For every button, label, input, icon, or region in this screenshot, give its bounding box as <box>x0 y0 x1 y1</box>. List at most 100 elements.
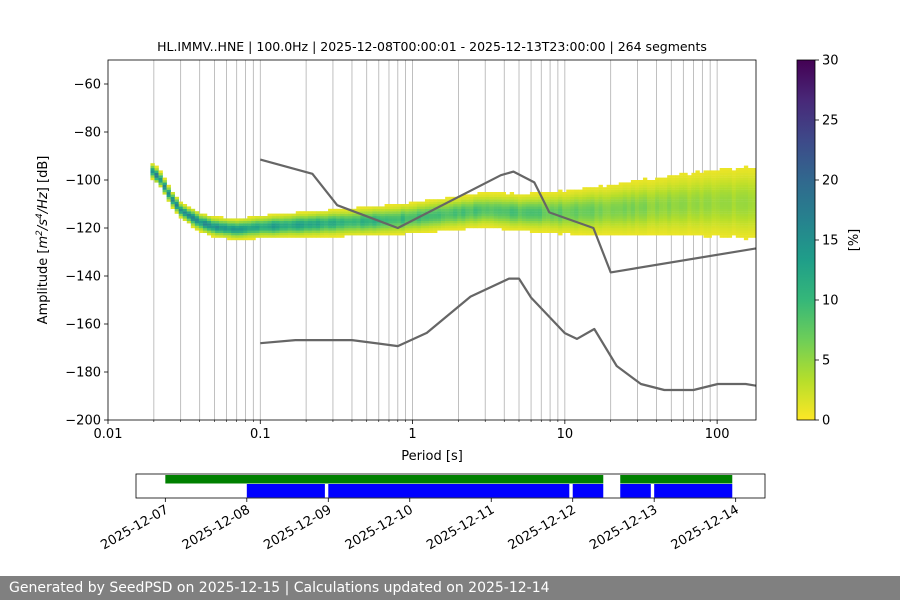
heatmap-cell <box>400 230 406 233</box>
heatmap-cell <box>453 206 458 209</box>
heatmap-cell <box>521 228 527 231</box>
heatmap-cell <box>348 216 353 219</box>
heatmap-cell <box>739 213 745 217</box>
heatmap-cell <box>501 228 507 231</box>
heatmap-cell <box>642 223 648 226</box>
heatmap-cell <box>538 211 543 214</box>
heatmap-cell <box>505 196 511 200</box>
heatmap-cell <box>489 199 494 202</box>
heatmap-cell <box>655 199 660 202</box>
heatmap-cell <box>493 218 498 221</box>
heatmap-cell <box>582 199 587 202</box>
heatmap-cell <box>279 230 284 233</box>
heatmap-cell <box>743 237 749 241</box>
heatmap-cell <box>618 213 624 217</box>
heatmap-cell <box>489 211 494 214</box>
heatmap-cell <box>400 218 406 221</box>
heatmap-cell <box>719 213 725 217</box>
heatmap-cell <box>211 216 216 219</box>
heatmap-cell <box>699 175 704 178</box>
heatmap-cell <box>251 225 256 229</box>
heatmap-cell <box>206 228 212 231</box>
heatmap-cell <box>328 211 333 214</box>
heatmap-cell <box>441 201 446 205</box>
heatmap-cell <box>457 201 462 205</box>
heatmap-cell <box>336 211 341 214</box>
heatmap-cell <box>493 196 498 200</box>
heatmap-cell <box>707 180 712 183</box>
heatmap-cell <box>691 180 696 183</box>
heatmap-cell <box>356 223 361 226</box>
heatmap-cell <box>271 216 276 219</box>
heatmap-cell <box>642 213 648 217</box>
heatmap-cell <box>315 235 321 238</box>
heatmap-cell <box>743 235 749 238</box>
heatmap-cell <box>711 177 716 181</box>
heatmap-cell <box>731 170 737 173</box>
heatmap-cell <box>731 211 737 214</box>
heatmap-cell <box>420 218 426 221</box>
heatmap-cell <box>614 216 620 219</box>
heatmap-cell <box>671 199 676 202</box>
heatmap-cell <box>606 201 611 205</box>
heatmap-cell <box>723 184 729 188</box>
heatmap-cell <box>445 199 450 202</box>
heatmap-cell <box>513 199 519 202</box>
heatmap-cell <box>227 235 232 238</box>
heatmap-cell <box>651 218 656 221</box>
heatmap-cell <box>263 216 268 219</box>
heatmap-cell <box>275 223 280 226</box>
heatmap-cell <box>655 184 660 188</box>
heatmap-cell <box>638 196 644 200</box>
heatmap-cell <box>457 220 462 224</box>
heatmap-cell <box>404 206 410 209</box>
heatmap-cell <box>404 228 410 231</box>
heatmap-cell <box>554 204 559 207</box>
heatmap-cell <box>731 213 737 217</box>
heatmap-cell <box>675 184 680 188</box>
heatmap-cell <box>356 208 361 212</box>
heatmap-cell <box>558 223 563 226</box>
heatmap-cell <box>517 199 523 202</box>
heatmap-cell <box>663 199 668 202</box>
heatmap-cell <box>582 201 587 205</box>
heatmap-cell <box>739 175 745 178</box>
heatmap-cell <box>453 201 458 205</box>
heatmap-cell <box>521 216 527 219</box>
heatmap-cell <box>299 213 305 217</box>
heatmap-cell <box>239 220 244 224</box>
heatmap-cell <box>449 216 454 219</box>
heatmap-cell <box>695 170 700 173</box>
heatmap-cell <box>501 196 507 200</box>
heatmap-cell <box>396 204 402 207</box>
heatmap-cell <box>461 223 466 226</box>
heatmap-cell <box>477 225 482 229</box>
heatmap-cell <box>719 204 725 207</box>
heatmap-cell <box>481 218 486 221</box>
heatmap-cell <box>751 172 756 176</box>
heatmap-cell <box>513 208 519 212</box>
heatmap-cell <box>166 199 171 202</box>
heatmap-cell <box>424 201 430 205</box>
heatmap-cell <box>469 211 474 214</box>
heatmap-cell <box>287 225 293 229</box>
heatmap-cell <box>683 204 688 207</box>
heatmap-cell <box>618 201 624 205</box>
heatmap-cell <box>505 199 511 202</box>
heatmap-cell <box>642 177 648 181</box>
heatmap-cell <box>675 220 680 224</box>
heatmap-cell <box>751 206 756 209</box>
heatmap-cell <box>231 228 236 231</box>
heatmap-cell <box>497 201 502 205</box>
heatmap-cell <box>747 213 753 217</box>
heatmap-cell <box>651 189 656 193</box>
heatmap-cell <box>441 206 446 209</box>
heatmap-cell <box>574 225 579 229</box>
heatmap-cell <box>429 225 434 229</box>
heatmap-cell <box>642 187 648 190</box>
heatmap-cell <box>396 218 402 221</box>
heatmap-cell <box>606 216 611 219</box>
heatmap-cell <box>626 213 632 217</box>
x-axis: 0.01 0.1 1 10 100 <box>94 420 730 442</box>
heatmap-cell <box>642 204 648 207</box>
